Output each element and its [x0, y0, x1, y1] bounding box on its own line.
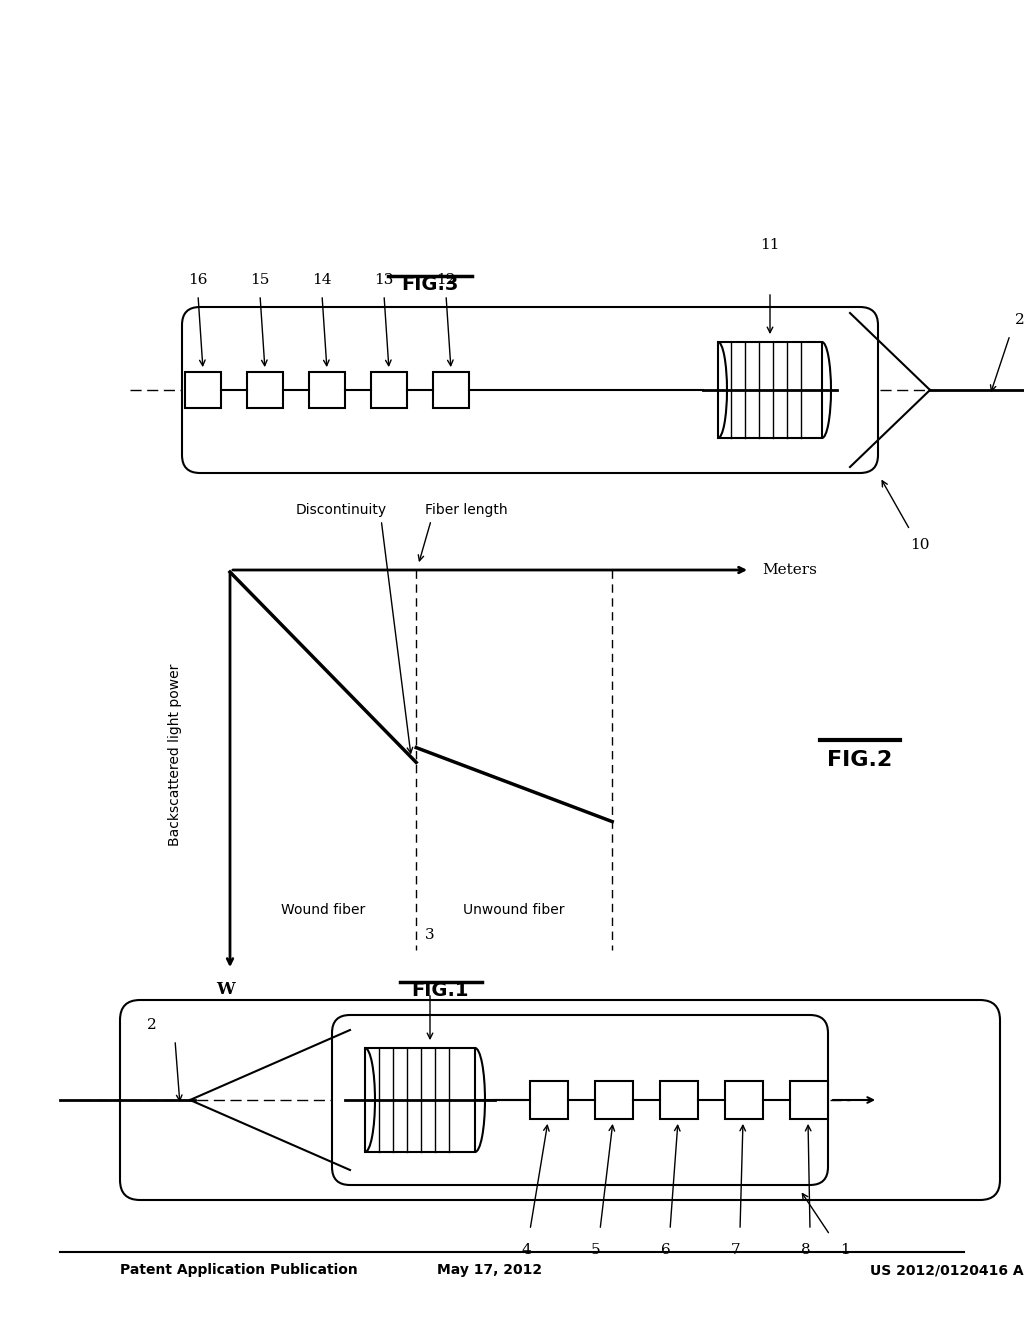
Text: 11: 11: [760, 238, 779, 252]
Text: US 2012/0120416 A1: US 2012/0120416 A1: [870, 1263, 1024, 1276]
Text: 6: 6: [662, 1243, 671, 1257]
Text: 1: 1: [840, 1243, 850, 1257]
Text: Discontinuity: Discontinuity: [296, 503, 387, 517]
Text: Patent Application Publication: Patent Application Publication: [120, 1263, 357, 1276]
Bar: [530, 1081, 568, 1119]
Bar: [718, 342, 822, 438]
Bar: [595, 1081, 633, 1119]
Text: 16: 16: [188, 273, 208, 286]
Bar: [725, 1081, 763, 1119]
Bar: [247, 372, 283, 408]
Text: Fiber length: Fiber length: [425, 503, 508, 517]
Bar: [433, 372, 469, 408]
Text: 10: 10: [910, 539, 930, 552]
FancyBboxPatch shape: [120, 1001, 1000, 1200]
Bar: [365, 1048, 475, 1152]
Text: 5: 5: [591, 1243, 601, 1257]
Text: Meters: Meters: [763, 564, 817, 577]
Text: W: W: [216, 982, 234, 998]
Text: Wound fiber: Wound fiber: [281, 903, 366, 917]
Bar: [185, 372, 221, 408]
Text: 2: 2: [147, 1018, 157, 1032]
Text: 12: 12: [436, 273, 456, 286]
Text: 14: 14: [312, 273, 332, 286]
Bar: [790, 1081, 828, 1119]
Text: 7: 7: [731, 1243, 740, 1257]
Text: 4: 4: [521, 1243, 530, 1257]
Text: FIG.3: FIG.3: [401, 276, 459, 294]
Text: 3: 3: [425, 928, 435, 942]
Text: Unwound fiber: Unwound fiber: [464, 903, 565, 917]
Bar: [660, 1081, 698, 1119]
Text: 2: 2: [1015, 313, 1024, 327]
Text: FIG.1: FIG.1: [412, 981, 469, 999]
FancyBboxPatch shape: [182, 308, 878, 473]
Bar: [309, 372, 345, 408]
Text: 8: 8: [801, 1243, 811, 1257]
Text: 13: 13: [375, 273, 393, 286]
Bar: [371, 372, 407, 408]
Text: Backscattered light power: Backscattered light power: [168, 664, 182, 846]
Text: May 17, 2012: May 17, 2012: [437, 1263, 543, 1276]
Text: 15: 15: [250, 273, 269, 286]
Text: FIG.2: FIG.2: [827, 750, 893, 770]
FancyBboxPatch shape: [332, 1015, 828, 1185]
